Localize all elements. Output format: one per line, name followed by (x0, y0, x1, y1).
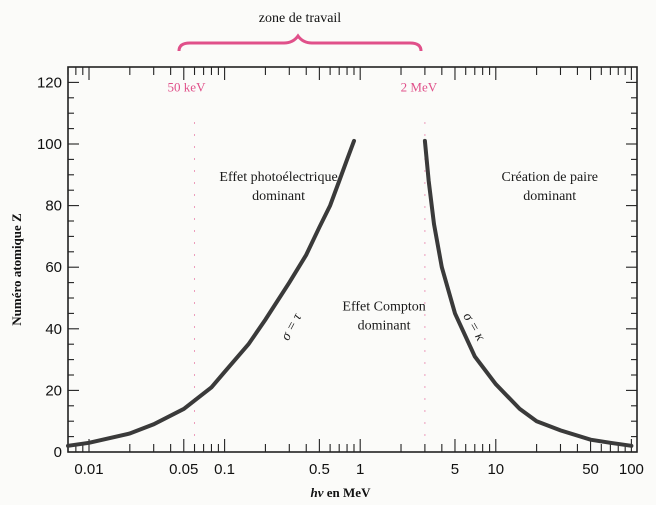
region-label: Création de paire dominant (502, 170, 598, 204)
x-axis-title: hν en MeV (311, 485, 372, 500)
x-tick-label: 5 (451, 461, 459, 478)
axis-tick-labels: 0.01 0.05 0.1 0.5 1 5 10 50 100 0 20 40 60 80 100 120 (37, 74, 644, 478)
marker-label-50kev: 50 keV (168, 80, 207, 95)
working-zone-bracket (177, 33, 423, 52)
y-tick-label: 100 (37, 136, 62, 153)
x-tick-label: 1 (356, 461, 364, 478)
curve-label: σ = τ (279, 310, 306, 343)
x-tick-label: 0.1 (214, 461, 235, 478)
x-tick-label: 50 (582, 461, 599, 478)
y-tick-label: 120 (37, 74, 62, 91)
x-tick-label: 0.01 (74, 461, 103, 478)
axis-ticks (67, 67, 637, 453)
y-tick-label: 40 (45, 321, 62, 338)
curve-sigma-tau (66, 138, 356, 448)
x-tick-label: 100 (619, 461, 644, 478)
curve-label: σ = κ (459, 310, 487, 344)
x-tick-label: 10 (487, 461, 504, 478)
y-tick-label: 80 (45, 198, 62, 215)
y-tick-label: 20 (45, 382, 62, 399)
y-tick-label: 0 (54, 444, 62, 461)
y-tick-label: 60 (45, 259, 62, 276)
x-axis-title-symbol: hν (311, 485, 324, 500)
region-labels: Effet photoélectrique dominant Effet Compt… (219, 170, 598, 333)
x-tick-label: 0.05 (169, 461, 198, 478)
region-label: Effet Compton dominant (342, 299, 425, 333)
region-label: Effet photoélectrique dominant (219, 170, 337, 204)
x-tick-label: 0.5 (309, 461, 330, 478)
curve-sigma-kappa (422, 138, 634, 448)
plot-frame (67, 66, 638, 453)
y-axis-title: Numéro atomique Z (9, 213, 24, 326)
marker-label-2mev: 2 MeV (401, 80, 438, 95)
working-zone-label: zone de travail (259, 11, 342, 26)
x-axis-title-unit: en MeV (324, 485, 372, 500)
